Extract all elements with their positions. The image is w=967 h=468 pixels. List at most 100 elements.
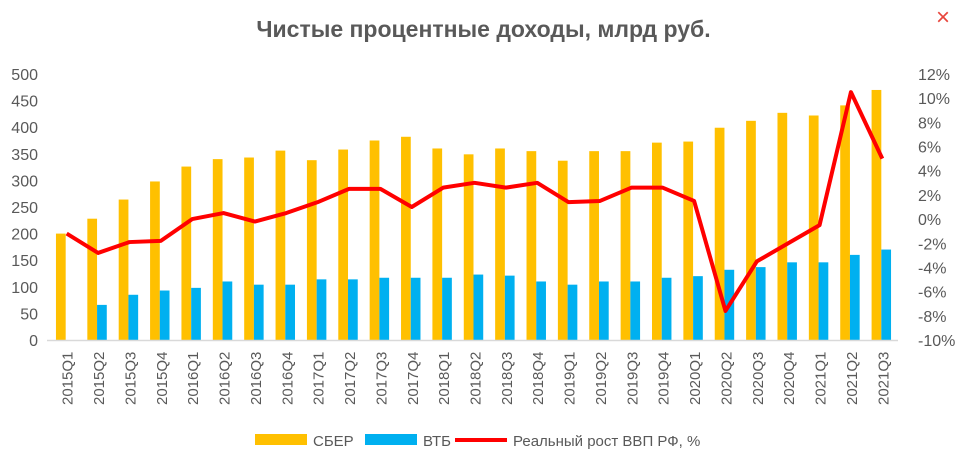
bar-сбер-2018Q3	[495, 148, 505, 340]
bar-втб-2017Q3	[379, 277, 390, 340]
y-left-tick-label: 500	[11, 67, 38, 84]
bar-сбер-2020Q1	[683, 141, 694, 340]
x-tick-label: 2016Q3	[248, 352, 265, 405]
y-right-tick-label: 2%	[918, 188, 941, 205]
y-right-tick-label: 12%	[918, 67, 950, 84]
bar-втб-2018Q2	[473, 274, 484, 340]
bar-втб-2015Q4	[159, 290, 170, 340]
y-left-tick-label: 50	[20, 306, 38, 323]
bar-втб-2016Q4	[285, 284, 296, 340]
bar-сбер-2020Q4	[777, 112, 788, 340]
x-tick-label: 2015Q3	[122, 352, 139, 405]
bar-втб-2016Q1	[191, 287, 201, 340]
bar-втб-2019Q2	[598, 281, 609, 340]
legend-label: Реальный рост ВВП РФ, %	[513, 433, 700, 450]
x-tick-label: 2017Q4	[405, 352, 422, 405]
bar-сбер-2016Q2	[212, 159, 223, 340]
bar-втб-2020Q3	[755, 267, 766, 340]
bar-втб-2017Q2	[348, 279, 358, 340]
x-tick-label: 2015Q1	[60, 352, 77, 405]
bar-втб-2020Q4	[787, 262, 797, 340]
y-left-tick-label: 150	[11, 253, 38, 270]
bar-втб-2018Q1	[442, 277, 452, 340]
y-right-tick-label: -4%	[918, 260, 946, 277]
bar-сбер-2018Q2	[463, 154, 474, 340]
y-left-tick-label: 0	[29, 333, 38, 350]
bar-сбер-2017Q1	[306, 160, 317, 340]
y-right-tick-label: -6%	[918, 285, 946, 302]
bar-втб-2015Q2	[97, 304, 107, 340]
y-right-tick-label: -8%	[918, 309, 946, 326]
x-tick-label: 2018Q4	[530, 352, 547, 405]
bar-сбер-2016Q1	[181, 166, 192, 340]
bar-сбер-2020Q2	[714, 127, 725, 341]
x-tick-label: 2017Q1	[311, 352, 328, 405]
bar-сбер-2020Q3	[746, 120, 756, 340]
bar-сбер-2018Q1	[432, 148, 443, 340]
x-tick-label: 2018Q1	[436, 352, 453, 405]
close-icon[interactable]: ×	[936, 4, 951, 31]
bar-втб-2019Q3	[630, 281, 641, 340]
bar-сбер-2015Q2	[87, 218, 98, 340]
x-tick-label: 2019Q1	[562, 352, 579, 405]
bar-сбер-2015Q4	[150, 181, 160, 340]
y-left-tick-label: 100	[11, 280, 38, 297]
bar-втб-2016Q3	[253, 284, 264, 340]
bar-сбер-2017Q3	[369, 140, 380, 340]
chart-title: Чистые процентные доходы, млрд руб.	[256, 16, 711, 42]
bar-сбер-2016Q3	[244, 157, 254, 340]
bar-втб-2019Q4	[661, 277, 672, 340]
bar-втб-2019Q1	[567, 284, 578, 340]
y-right-tick-label: 0%	[918, 212, 941, 229]
bar-сбер-2021Q2	[840, 105, 850, 340]
x-tick-label: 2015Q2	[91, 352, 108, 405]
bar-сбер-2019Q2	[589, 151, 599, 340]
y-left-tick-label: 350	[11, 147, 38, 164]
bar-втб-2018Q4	[536, 281, 546, 340]
legend-label: СБЕР	[313, 433, 354, 450]
bar-втб-2016Q2	[222, 281, 233, 340]
y-right-tick-label: 10%	[918, 91, 950, 108]
bar-сбер-2017Q2	[338, 149, 349, 340]
x-tick-label: 2019Q3	[624, 352, 641, 405]
bar-сбер-2016Q4	[275, 150, 286, 340]
bar-втб-2017Q4	[410, 277, 421, 340]
x-tick-label: 2020Q2	[718, 352, 735, 405]
y-left-tick-label: 250	[11, 200, 38, 217]
bar-втб-2021Q1	[818, 262, 829, 340]
bar-сбер-2018Q4	[526, 151, 537, 340]
y-left-tick-label: 300	[11, 173, 38, 190]
y-right-tick-label: 6%	[918, 140, 941, 157]
legend-swatch-1	[365, 434, 417, 445]
bar-втб-2020Q1	[693, 276, 703, 340]
bar-сбер-2017Q4	[401, 136, 411, 340]
x-tick-label: 2021Q1	[813, 352, 830, 405]
bar-втб-2015Q3	[128, 294, 139, 340]
y-left-tick-label: 400	[11, 120, 38, 137]
y-left-tick-label: 200	[11, 227, 38, 244]
x-tick-label: 2018Q3	[499, 352, 516, 405]
y-right-tick-label: -2%	[918, 236, 946, 253]
x-tick-label: 2016Q4	[279, 352, 296, 405]
x-tick-label: 2020Q3	[750, 352, 767, 405]
bar-сбер-2019Q4	[651, 142, 662, 340]
bar-сбер-2015Q3	[118, 199, 129, 340]
bar-втб-2017Q1	[316, 279, 327, 340]
bar-сбер-2019Q3	[620, 151, 631, 340]
y-left-tick-label: 450	[11, 94, 38, 111]
x-tick-label: 2020Q1	[687, 352, 704, 405]
bar-втб-2021Q2	[849, 254, 860, 340]
bar-сбер-2019Q1	[557, 160, 568, 340]
x-tick-label: 2019Q2	[593, 352, 610, 405]
bar-сбер-2015Q1	[55, 233, 66, 340]
x-tick-label: 2018Q2	[468, 352, 485, 405]
x-tick-label: 2015Q4	[154, 352, 171, 405]
x-tick-label: 2017Q3	[373, 352, 390, 405]
x-tick-label: 2017Q2	[342, 352, 359, 405]
x-tick-label: 2021Q3	[875, 352, 892, 405]
y-right-tick-label: 8%	[918, 115, 941, 132]
y-right-tick-label: 4%	[918, 164, 941, 181]
x-tick-label: 2019Q4	[656, 352, 673, 405]
